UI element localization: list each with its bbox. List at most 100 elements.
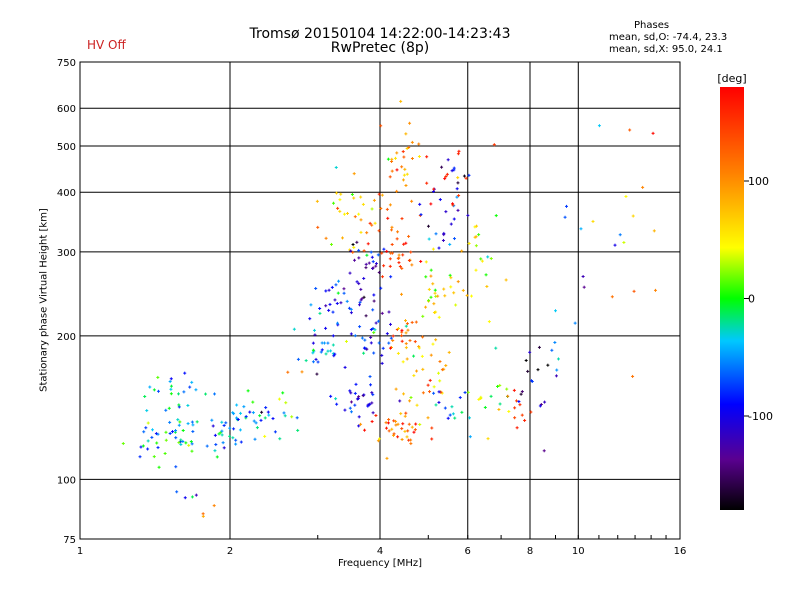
data-point	[628, 128, 632, 132]
data-point	[409, 442, 413, 446]
data-point	[152, 388, 156, 392]
data-point	[392, 432, 396, 436]
data-point	[212, 504, 216, 508]
data-point	[351, 250, 355, 254]
data-point	[351, 243, 355, 247]
data-point	[333, 298, 337, 302]
data-point	[373, 221, 377, 225]
data-point	[421, 314, 425, 318]
data-point	[215, 455, 219, 459]
data-point	[362, 249, 366, 253]
data-point	[369, 335, 373, 339]
data-point	[336, 291, 340, 295]
data-point	[498, 383, 502, 387]
data-point	[489, 394, 493, 398]
data-point	[374, 264, 378, 268]
data-point	[362, 276, 366, 280]
data-point	[428, 378, 432, 382]
data-point	[624, 194, 628, 198]
data-point	[403, 414, 407, 418]
data-point	[186, 422, 190, 426]
y-tick-label: 600	[57, 104, 76, 115]
data-point	[201, 512, 205, 516]
data-point	[443, 294, 447, 298]
data-point	[347, 306, 351, 310]
data-point	[186, 403, 190, 407]
data-point	[362, 351, 366, 355]
data-point	[264, 406, 268, 410]
data-point	[410, 156, 414, 160]
data-point	[377, 437, 381, 441]
data-point	[350, 192, 354, 196]
data-point	[526, 369, 530, 373]
data-point	[239, 411, 243, 415]
data-point	[313, 333, 317, 337]
data-point	[357, 415, 361, 419]
data-point	[312, 328, 316, 332]
data-point	[448, 273, 452, 277]
data-point	[138, 455, 142, 459]
data-point	[418, 202, 422, 206]
data-point	[329, 242, 333, 246]
data-point	[426, 416, 430, 420]
data-point	[462, 174, 466, 178]
data-point	[429, 295, 433, 299]
data-point	[424, 305, 428, 309]
data-point	[394, 419, 398, 423]
data-point	[400, 266, 404, 270]
data-point	[440, 368, 444, 372]
data-point	[484, 273, 488, 277]
data-point	[178, 420, 182, 424]
data-point	[388, 203, 392, 207]
data-point	[400, 334, 404, 338]
data-point	[363, 428, 367, 432]
colorbar	[720, 87, 744, 510]
data-point	[474, 268, 478, 272]
data-point	[443, 177, 447, 181]
data-point	[369, 341, 373, 345]
data-point	[366, 404, 370, 408]
data-point	[248, 410, 252, 414]
data-point	[412, 430, 416, 434]
data-point	[430, 426, 434, 430]
data-point	[457, 149, 461, 153]
data-point	[417, 142, 421, 146]
data-point	[479, 395, 483, 399]
data-point	[296, 357, 300, 361]
data-point	[477, 397, 481, 401]
data-point	[392, 419, 396, 423]
data-point	[388, 257, 392, 261]
data-point	[396, 351, 400, 355]
data-point	[467, 416, 471, 420]
data-point	[336, 206, 340, 210]
data-point	[238, 428, 242, 432]
data-point	[438, 198, 442, 202]
data-point	[187, 443, 191, 447]
data-point	[220, 429, 224, 433]
data-point	[408, 399, 412, 403]
data-point	[433, 291, 437, 295]
data-point	[424, 275, 428, 279]
y-tick-label: 300	[57, 248, 76, 259]
data-point	[382, 264, 386, 268]
data-point	[334, 165, 338, 169]
data-point	[376, 253, 380, 257]
data-point	[437, 315, 441, 319]
data-point	[404, 132, 408, 136]
data-point	[168, 431, 172, 435]
data-point	[443, 406, 447, 410]
data-point	[366, 242, 370, 246]
data-point	[177, 441, 181, 445]
data-point	[395, 168, 399, 172]
data-point	[425, 155, 429, 159]
data-point	[361, 202, 365, 206]
data-point	[390, 243, 394, 247]
data-point	[436, 294, 440, 298]
data-point	[370, 255, 374, 259]
data-point	[156, 375, 160, 379]
data-point	[401, 150, 405, 154]
data-point	[300, 370, 304, 374]
data-point	[434, 403, 438, 407]
data-point	[448, 242, 452, 246]
data-point	[360, 297, 364, 301]
